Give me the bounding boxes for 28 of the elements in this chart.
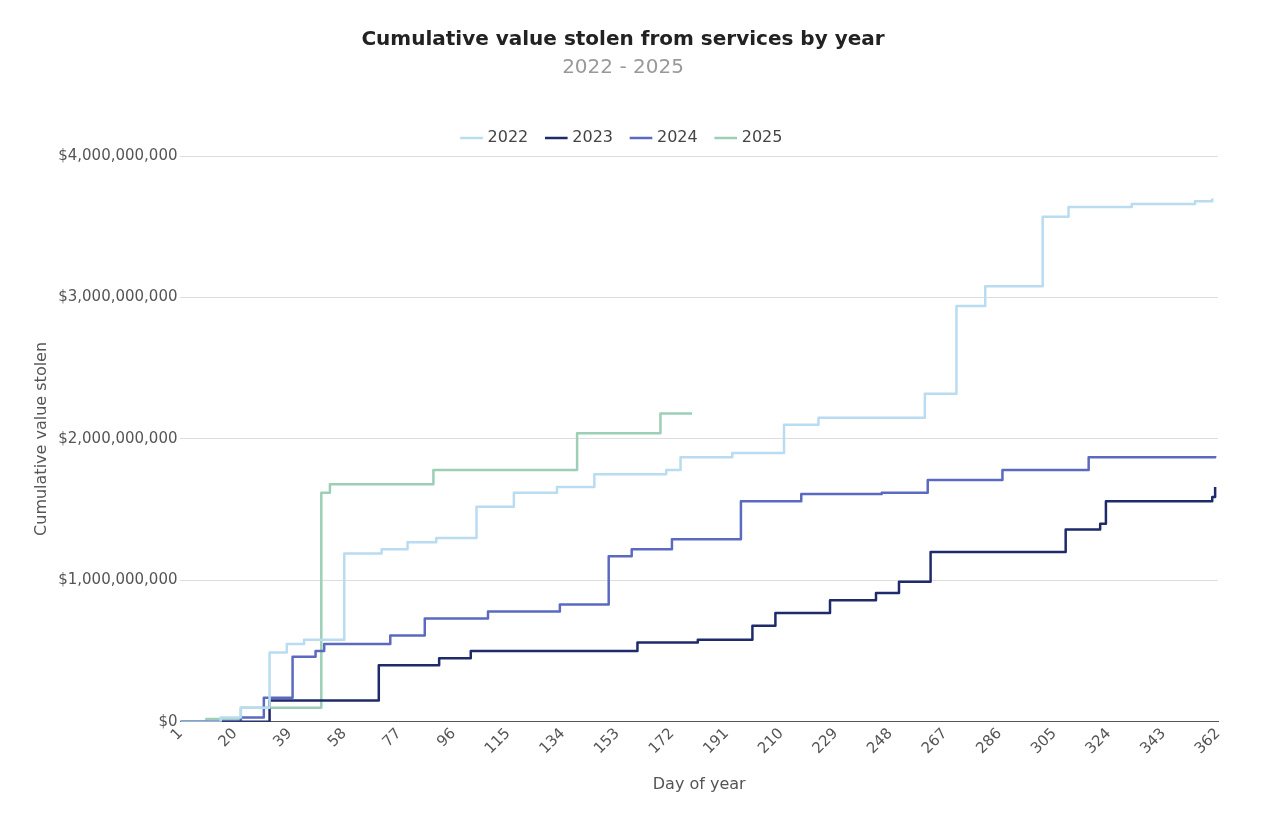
x-tick-label: 229 [808,724,842,758]
x-tick-label: 115 [480,724,514,758]
x-tick-label: 153 [589,724,623,758]
x-tick-label: 172 [644,724,678,758]
chart-subtitle: 2022 - 2025 [562,54,684,79]
x-tick-label: 96 [432,724,460,751]
legend-label: 2022 [487,127,529,147]
y-tick-label: $0 [158,711,178,730]
y-tick-label: $1,000,000,000 [58,570,178,589]
y-axis-title: Cumulative value stolen [30,341,50,536]
x-tick-label: 362 [1190,724,1224,758]
y-tick-label: $2,000,000,000 [58,428,178,447]
y-tick-label: $4,000,000,000 [58,145,178,164]
x-tick-label: 39 [269,724,296,751]
x-tick-label: 134 [535,724,569,758]
x-tick-label: 305 [1026,724,1060,758]
x-tick-label: 324 [1081,724,1115,758]
legend-label: 2025 [741,127,783,147]
x-tick-label: 191 [699,724,733,758]
x-tick-label: 58 [323,724,350,751]
x-tick-label: 343 [1135,724,1169,758]
x-tick-label: 77 [378,724,405,751]
x-axis-title: Day of year [652,773,747,793]
chart-title: Cumulative value stolen from services by year [361,26,885,51]
x-tick-label: 20 [214,724,241,751]
y-tick-label: $3,000,000,000 [58,287,178,306]
legend-label: 2024 [657,127,698,147]
legend-label: 2023 [572,127,613,147]
